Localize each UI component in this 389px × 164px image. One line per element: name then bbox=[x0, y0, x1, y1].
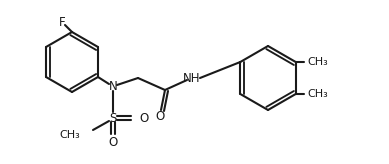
Text: S: S bbox=[109, 112, 117, 124]
Text: O: O bbox=[109, 136, 117, 150]
Text: NH: NH bbox=[183, 72, 201, 84]
Text: F: F bbox=[59, 16, 65, 29]
Text: CH₃: CH₃ bbox=[308, 57, 328, 67]
Text: N: N bbox=[109, 81, 117, 93]
Text: O: O bbox=[139, 112, 148, 124]
Text: CH₃: CH₃ bbox=[308, 89, 328, 99]
Text: CH₃: CH₃ bbox=[59, 130, 80, 140]
Text: O: O bbox=[155, 110, 165, 123]
